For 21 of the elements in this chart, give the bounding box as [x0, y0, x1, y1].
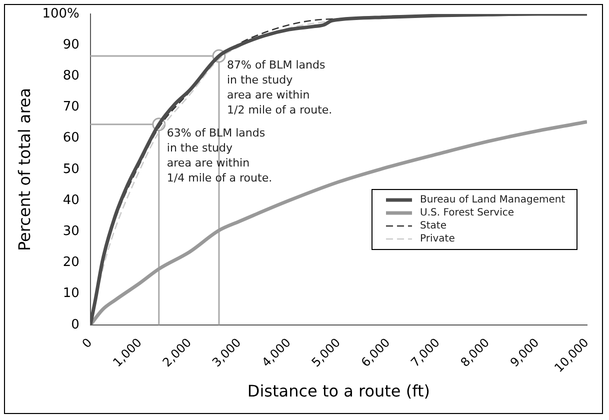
y-tick-label: 40: [62, 192, 80, 208]
y-tick-label: 100%: [42, 6, 80, 22]
y-tick-label: 10: [62, 286, 80, 302]
legend-label: State: [420, 220, 446, 232]
annotation: 87% of BLM lands in the study area are within 1/2 mile of a route.: [226, 58, 332, 116]
y-tick-label: 0: [71, 317, 80, 332]
y-tick-label: 70: [62, 100, 80, 115]
line-series: [90, 14, 587, 325]
y-tick-label: 30: [62, 224, 80, 240]
y-axis-title: Percent of total area: [14, 88, 34, 252]
x-tick-label: 0: [79, 335, 95, 351]
legend-label: U.S. Forest Service: [420, 208, 514, 219]
y-tick-label: 60: [62, 130, 80, 146]
y-tick-label: 80: [62, 68, 80, 84]
y-tick-label: 50: [62, 162, 80, 177]
y-tick-label: 90: [62, 37, 80, 52]
x-axis-title: Distance to a route (ft): [247, 382, 430, 401]
legend-label: Private: [420, 234, 455, 245]
legend-label: Bureau of Land Management: [420, 194, 566, 206]
y-tick-label: 20: [62, 255, 80, 270]
annotation: 63% of BLM lands in the study area are within 1/4 mile of a route.: [166, 126, 272, 185]
